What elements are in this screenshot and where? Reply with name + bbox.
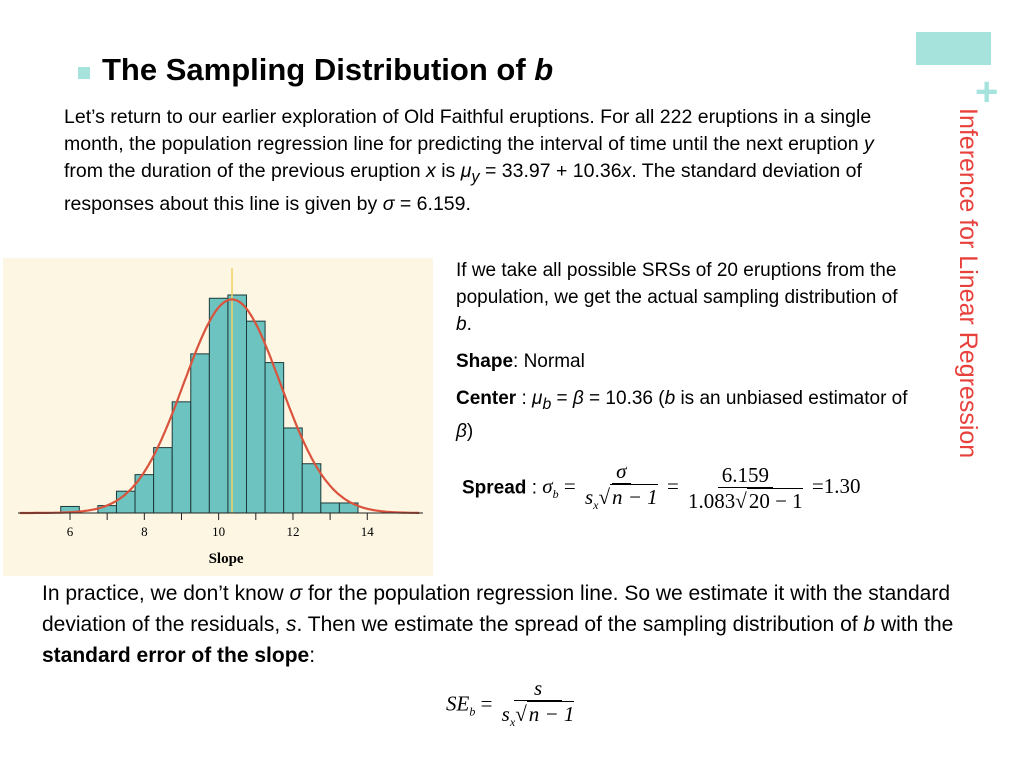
plus-icon: + xyxy=(975,70,999,114)
histogram-bar xyxy=(320,502,340,514)
histogram-bar xyxy=(283,427,303,514)
histogram-bar xyxy=(246,320,266,514)
normal-curve xyxy=(19,298,420,515)
histogram-bar xyxy=(208,297,229,514)
spread-formula: σb = σ sx√n − 1 = 6.159 1.083√20 − 1 =1.30 xyxy=(542,458,861,513)
slide-title: The Sampling Distribution of b xyxy=(102,52,554,87)
srs-paragraph: If we take all possible SRSs of 20 erupt… xyxy=(456,260,898,335)
shape-line: Shape: Normal xyxy=(456,351,585,372)
x-tick-label: 8 xyxy=(141,524,148,539)
histogram-svg: 6 8 10 12 14 Slope xyxy=(18,268,423,567)
spread-line: Spread : σb = σ sx√n − 1 = 6.159 1.083√20 … xyxy=(462,458,861,513)
histogram-bar xyxy=(153,447,173,514)
section-title: Inference for Linear Regression xyxy=(954,108,982,459)
intro-paragraph: Let’s return to our earlier exploration … xyxy=(64,106,874,215)
x-tick-label: 14 xyxy=(361,524,375,539)
right-panel: If we take all possible SRSs of 20 erupt… xyxy=(456,257,916,518)
se-formula: SEb = s sx√n − 1 xyxy=(446,676,575,730)
bottom-paragraph: In practice, we don’t know σ for the pop… xyxy=(42,582,954,667)
decorative-bar xyxy=(916,32,991,65)
x-tick-label: 10 xyxy=(212,524,225,539)
histogram-chart: 6 8 10 12 14 Slope xyxy=(3,258,433,576)
histogram-bar xyxy=(190,353,210,514)
x-tick-label: 12 xyxy=(286,524,299,539)
x-axis-label: Slope xyxy=(209,551,244,567)
center-line: Center : μb = β = 10.36 (b is an unbiase… xyxy=(456,388,908,442)
histogram-bar xyxy=(227,294,248,514)
histogram-bar xyxy=(171,401,192,514)
bullet-square-icon xyxy=(78,67,90,79)
x-tick-label: 6 xyxy=(67,524,74,539)
